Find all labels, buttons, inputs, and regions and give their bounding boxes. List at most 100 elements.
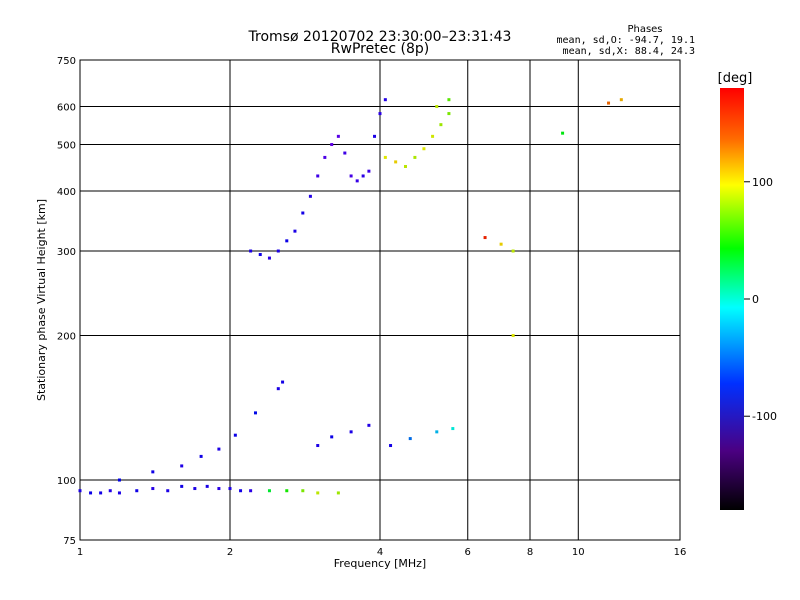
phases-o-stats: mean, sd,O: -94.7, 19.1 [557, 35, 695, 46]
data-point [99, 491, 103, 495]
data-point [355, 179, 359, 183]
data-point [619, 98, 623, 102]
data-point [383, 98, 387, 102]
data-point [108, 489, 112, 493]
data-point [117, 491, 121, 495]
data-point [267, 256, 271, 260]
data-point [349, 430, 353, 434]
y-tick-labels: 75 100 200 300 400 500 600 750 [57, 56, 76, 547]
data-point [389, 444, 393, 448]
data-point [135, 489, 139, 493]
data-point [343, 151, 347, 155]
y-tick-label: 75 [63, 536, 76, 547]
data-point [403, 164, 407, 168]
chart-title: Tromsø 20120702 23:30:00–23:31:43 [248, 29, 512, 45]
x-axis-label: Frequency [MHz] [334, 557, 426, 570]
data-point [166, 489, 170, 493]
data-point [258, 253, 262, 257]
x-tick-label: 10 [572, 547, 585, 558]
colorbar-tick-label: 0 [752, 293, 759, 306]
data-point [316, 174, 320, 178]
data-point [217, 447, 221, 451]
phases-x-stats: mean, sd,X: 88.4, 24.3 [563, 46, 695, 57]
x-tick-labels: 1 2 4 6 8 10 16 [77, 547, 687, 558]
data-point [308, 194, 312, 198]
data-point [151, 470, 155, 474]
data-point [330, 435, 334, 439]
data-point [378, 112, 382, 116]
colorbar-tick-label: -100 [752, 410, 777, 423]
data-point [267, 489, 271, 493]
data-point [205, 484, 209, 488]
colorbar-label: [deg] [718, 71, 753, 86]
data-point [281, 380, 285, 384]
data-point [367, 423, 371, 427]
data-point [499, 242, 503, 246]
data-point [511, 334, 515, 338]
data-point [447, 112, 451, 116]
data-point [285, 489, 289, 493]
data-point [383, 155, 387, 159]
data-point [511, 249, 515, 253]
data-point [349, 174, 353, 178]
y-tick-label: 100 [57, 476, 76, 487]
data-point [394, 160, 398, 164]
data-point [435, 105, 439, 109]
y-tick-label: 600 [57, 103, 76, 114]
data-point [422, 147, 426, 151]
data-point [301, 211, 305, 215]
x-tick-label: 4 [377, 547, 383, 558]
y-tick-label: 200 [57, 332, 76, 343]
data-point [117, 478, 121, 482]
y-tick-label: 300 [57, 247, 76, 258]
data-point [249, 249, 253, 253]
data-point [78, 489, 82, 493]
data-point [89, 491, 93, 495]
chart-subtitle: RwPretec (8p) [331, 41, 429, 57]
colorbar: [deg] 100 0 -100 [718, 71, 777, 510]
data-point [180, 464, 184, 468]
data-point [239, 489, 243, 493]
data-point [561, 131, 565, 135]
data-point [607, 101, 611, 105]
data-point [276, 387, 280, 391]
data-point [323, 155, 327, 159]
y-axis-label: Stationary phase Virtual Height [km] [35, 199, 48, 401]
data-point [293, 229, 297, 233]
data-point [301, 489, 305, 493]
data-point [151, 487, 155, 491]
phases-header: Phases [627, 24, 662, 35]
data-point [253, 411, 257, 415]
data-point [431, 134, 435, 138]
x-tick-label: 2 [227, 547, 233, 558]
data-point [439, 123, 443, 127]
data-point [483, 236, 487, 240]
data-point [413, 155, 417, 159]
x-tick-label: 6 [465, 547, 471, 558]
data-point [336, 134, 340, 138]
x-tick-label: 8 [527, 547, 533, 558]
data-point [408, 437, 412, 441]
plot-area: 1 2 4 6 8 10 16 75 100 200 300 400 500 600 750 [57, 56, 686, 558]
data-point [361, 174, 365, 178]
data-point [451, 427, 455, 431]
data-point [373, 134, 377, 138]
data-point [233, 433, 237, 437]
y-tick-label: 400 [57, 187, 76, 198]
gridlines [80, 60, 680, 540]
data-point [336, 491, 340, 495]
x-tick-label: 16 [674, 547, 687, 558]
data-point [276, 249, 280, 253]
data-point [330, 143, 334, 147]
x-tick-label: 1 [77, 547, 83, 558]
data-point [367, 169, 371, 173]
colorbar-tick-label: 100 [752, 176, 773, 189]
y-tick-label: 750 [57, 56, 76, 67]
data-point [199, 454, 203, 458]
data-point [435, 430, 439, 434]
data-point [285, 239, 289, 243]
data-point [228, 487, 232, 491]
data-point [316, 444, 320, 448]
y-tick-label: 500 [57, 141, 76, 152]
data-points [78, 98, 623, 495]
